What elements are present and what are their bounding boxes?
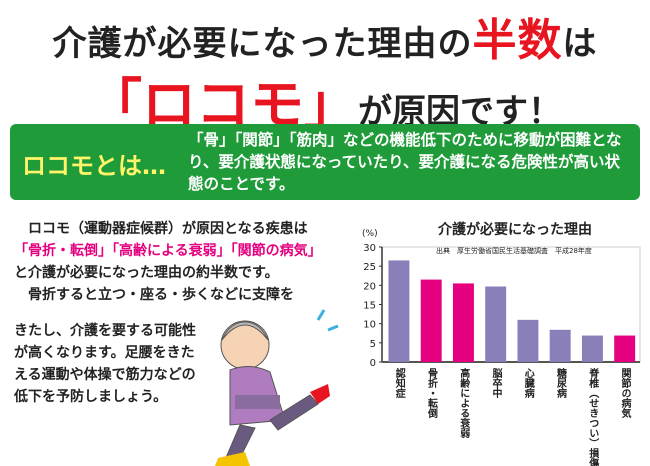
headline-text: 介護が必要になった理由の bbox=[52, 24, 473, 64]
x-tick-label: 認知症 bbox=[393, 367, 406, 399]
headline-text: は bbox=[562, 24, 598, 64]
body-p2b: きたし、介護を要する可能性が高くなります。足腰をきたえる運動や体操で筋力などの低… bbox=[14, 323, 196, 405]
body-p1b: と介護が必要になった理由の約半数です。 bbox=[14, 265, 279, 281]
definition-label: ロコモとは… bbox=[22, 152, 166, 180]
body-p1a: ロコモ（運動器症候群）が原因となる疾患は bbox=[14, 221, 308, 237]
y-tick-label: 20 bbox=[363, 281, 376, 292]
bar bbox=[452, 283, 474, 362]
x-tick-label: 糖尿病 bbox=[555, 367, 567, 399]
headline-emphasis: 半数 bbox=[472, 15, 563, 66]
chart-title: 介護が必要になった理由 bbox=[437, 221, 592, 238]
y-tick-label: 30 bbox=[363, 243, 376, 254]
bar bbox=[517, 319, 539, 362]
x-tick-label: 心臓病 bbox=[522, 368, 534, 399]
y-tick-label: 15 bbox=[363, 301, 376, 312]
bar bbox=[549, 329, 571, 362]
x-tick-label: 高齢による衰弱 bbox=[458, 367, 471, 439]
bar bbox=[581, 335, 603, 362]
x-tick-label: 関節の病気 bbox=[619, 368, 632, 419]
body-p1-pink: 「骨折・転倒」「高齢による衰弱」「関節の病気」 bbox=[14, 243, 322, 259]
body-text: ロコモ（運動器症候群）が原因となる疾患は 「骨折・転倒」「高齢による衰弱」「関節… bbox=[14, 218, 354, 306]
headline-line1: 介護が必要になった理由の半数は bbox=[0, 4, 650, 68]
y-tick-label: 5 bbox=[370, 339, 376, 350]
bar bbox=[388, 260, 410, 362]
bar bbox=[420, 279, 442, 362]
x-tick-label: 脳卒中 bbox=[490, 368, 502, 399]
x-tick-label: 脊椎（せきつい）損傷 bbox=[587, 367, 600, 466]
bar bbox=[614, 335, 636, 362]
definition-text: 「骨」「関節」「筋肉」などの機能低下のために移動が困難となり、要介護状態になって… bbox=[188, 131, 622, 193]
body-p2a: 骨折すると立つ・座る・歩くなどに支障を bbox=[14, 287, 294, 303]
bar-chart: 介護が必要になった理由 (%) 出典 厚生労働省国民生活基礎調査 平成28年度 0 5 1… bbox=[362, 221, 641, 466]
definition-box: ロコモとは… 「骨」「関節」「筋肉」などの機能低下のために移動が困難となり、要介… bbox=[10, 124, 640, 200]
y-tick-label: 10 bbox=[363, 320, 376, 331]
y-tick-label: 0 bbox=[370, 358, 376, 369]
y-axis-label: (%) bbox=[362, 229, 378, 239]
y-tick-label: 25 bbox=[363, 262, 376, 273]
bar bbox=[485, 286, 507, 362]
chart-source: 出典 厚生労働省国民生活基礎調査 平成28年度 bbox=[436, 246, 592, 255]
x-tick-label: 骨折・転倒 bbox=[426, 368, 439, 419]
falling-woman-illustration bbox=[215, 309, 339, 466]
